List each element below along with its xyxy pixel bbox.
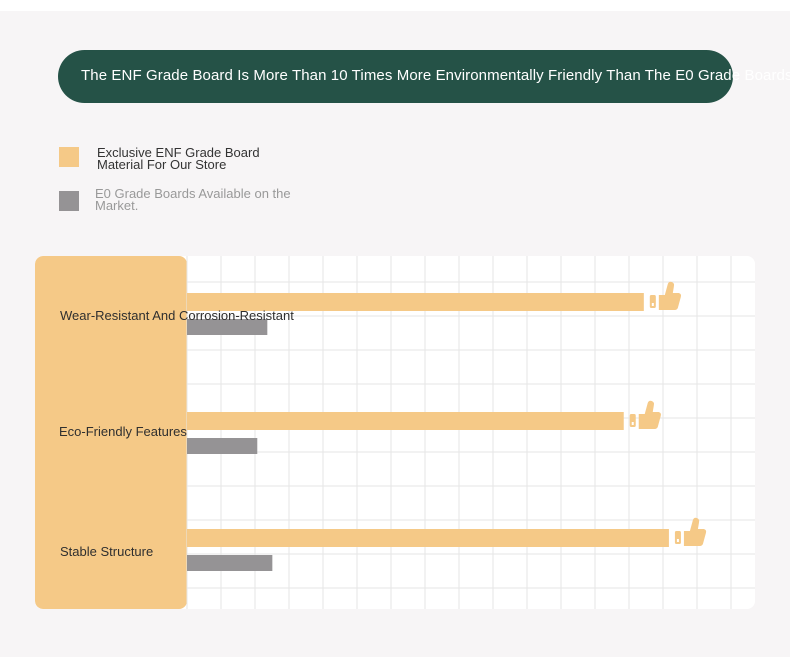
chart-area: Wear-Resistant And Corrosion-Resistant Ec… [35, 256, 755, 609]
legend-label-enf: Exclusive ENF Grade Board Material For O… [97, 145, 260, 172]
thumbs-up-hand [683, 517, 707, 546]
category-label: Eco-Friendly Features [59, 424, 187, 439]
thumbs-up-cuff-dot [631, 422, 634, 425]
bar-e0 [187, 319, 268, 335]
thumbs-up-hand [638, 400, 661, 429]
thumbs-up-cuff-dot [676, 539, 679, 542]
thumbs-up-icon [629, 400, 661, 429]
thumbs-up-cuff-dot [651, 303, 654, 306]
category-label: Wear-Resistant And Corrosion-Resistant [60, 308, 294, 323]
bar-chart [186, 256, 755, 609]
bar-e0 [187, 438, 258, 454]
thumbs-up-cuff [674, 531, 681, 544]
legend-swatch-e0 [59, 191, 79, 211]
infographic-background: The ENF Grade Board Is More Than 10 Time… [0, 11, 790, 657]
category-label: Stable Structure [60, 544, 154, 559]
thumbs-up-icon [674, 517, 707, 546]
bar-enf [187, 412, 624, 430]
bar-enf [187, 529, 669, 547]
bar-enf [187, 293, 644, 311]
thumbs-up-cuff [629, 414, 636, 427]
title-banner: The ENF Grade Board Is More Than 10 Time… [58, 50, 790, 103]
legend-label-e0: E0 Grade Boards Available on the Market. [95, 186, 291, 213]
chart-title: The ENF Grade Board Is More Than 10 Time… [81, 67, 790, 84]
thumbs-up-icon [649, 281, 682, 310]
thumbs-up-cuff [649, 295, 656, 308]
legend-swatch-enf [59, 147, 79, 167]
bar-e0 [187, 555, 273, 571]
category-label-column [35, 256, 187, 609]
thumbs-up-hand [658, 281, 682, 310]
